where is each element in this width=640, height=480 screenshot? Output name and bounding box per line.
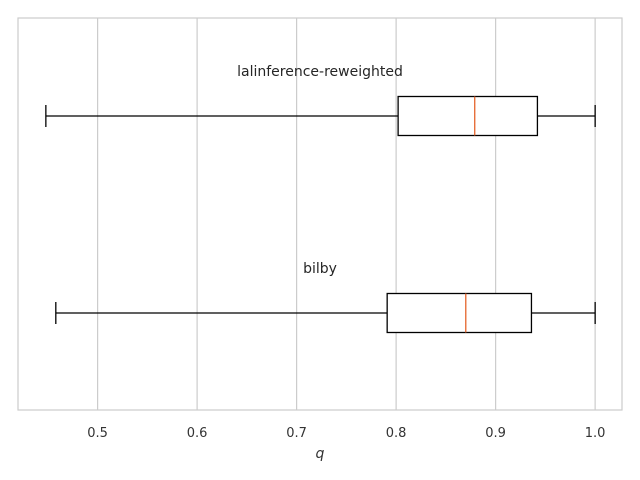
plot-frame [17,17,623,411]
x-tick-label: 0.7 [286,426,307,441]
box-group: lalinference-reweighted [45,64,596,137]
iqr-box [386,292,533,334]
box-label: lalinference-reweighted [237,64,403,80]
x-tick-labels: 0.5 0.6 0.7 0.8 0.9 1.0 [87,426,605,441]
box-label: bilby [303,261,337,277]
grid-lines [97,18,596,410]
x-tick-label: 0.9 [485,426,506,441]
x-tick-label: 1.0 [585,426,606,441]
box-group: bilby [55,261,596,334]
iqr-box [397,95,539,137]
x-tick-label: 0.5 [87,426,108,441]
x-tick-label: 0.6 [187,426,208,441]
x-tick-label: 0.8 [386,426,407,441]
x-axis-label: q [316,446,325,462]
boxes: lalinference-reweighted bilby [45,64,596,334]
